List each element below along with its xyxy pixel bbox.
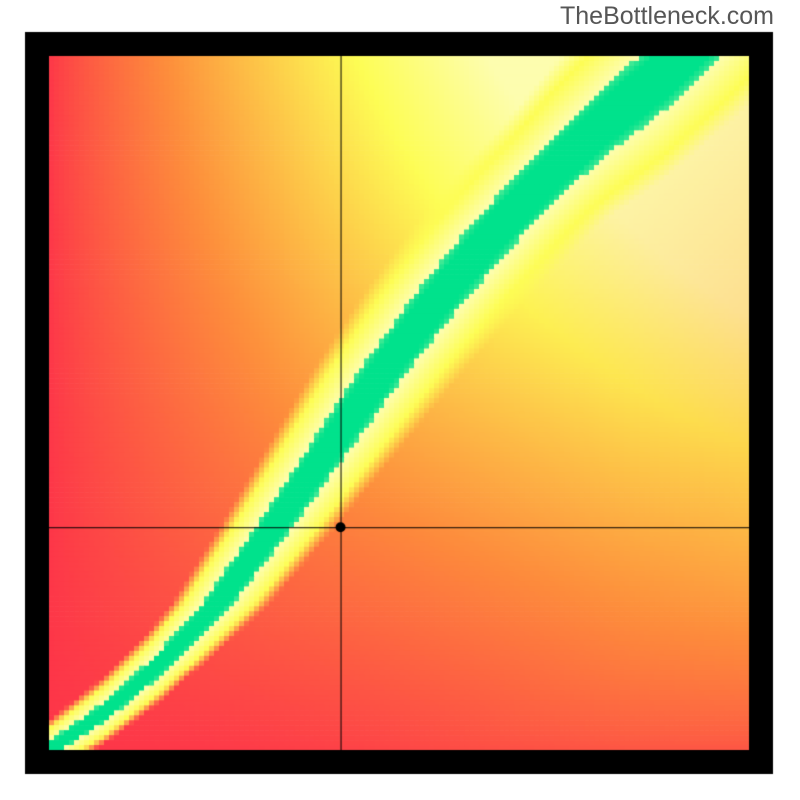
- chart-container: TheBottleneck.com: [0, 0, 800, 800]
- watermark-text: TheBottleneck.com: [560, 2, 774, 31]
- heatmap-canvas: [0, 0, 800, 800]
